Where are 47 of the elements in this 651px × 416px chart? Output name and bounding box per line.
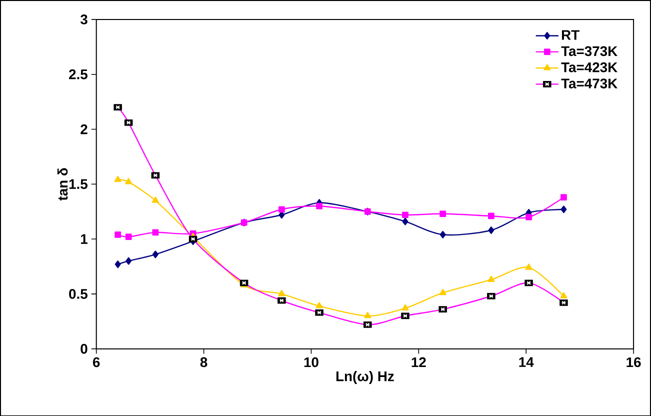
point xyxy=(526,214,532,220)
point xyxy=(114,260,121,268)
legend-label: RT xyxy=(562,30,580,40)
point xyxy=(152,196,159,203)
y-tick-label: 0 xyxy=(80,344,88,354)
point xyxy=(125,234,132,240)
x-tick-label: 16 xyxy=(626,357,641,367)
point xyxy=(402,212,408,218)
point xyxy=(316,302,323,308)
point xyxy=(402,218,408,226)
x-axis-title: Ln(ω) Hz xyxy=(336,370,394,384)
point xyxy=(560,205,567,214)
x-tick-label: 12 xyxy=(412,357,426,367)
y-tick-label: 2.5 xyxy=(69,69,88,80)
point xyxy=(364,312,372,318)
y-tick-label: 3 xyxy=(80,14,88,24)
point xyxy=(316,202,322,210)
point xyxy=(560,194,567,200)
point xyxy=(488,226,494,234)
point xyxy=(126,257,132,265)
legend-label: Ta=423K xyxy=(561,62,618,72)
point xyxy=(525,263,532,270)
point xyxy=(278,206,285,212)
point xyxy=(278,290,286,296)
point xyxy=(152,229,159,236)
x-tick-label: 6 xyxy=(92,357,100,367)
y-tick-label: 2 xyxy=(80,124,88,134)
y-tick-label: 1 xyxy=(81,234,88,244)
point xyxy=(440,210,446,217)
legend-label: Ta=473K xyxy=(561,78,618,88)
y-axis-title: tan δ xyxy=(57,168,68,200)
x-tick-label: 10 xyxy=(304,357,318,367)
point xyxy=(125,178,132,184)
point xyxy=(114,176,122,182)
x-tick-label: 8 xyxy=(200,357,208,367)
point xyxy=(440,230,446,238)
point xyxy=(439,288,446,295)
point xyxy=(152,250,158,258)
point xyxy=(114,231,122,238)
y-tick-label: 1.5 xyxy=(69,179,88,189)
x-tick-label: 14 xyxy=(519,357,534,367)
legend-label: Ta=373K xyxy=(561,46,618,56)
point xyxy=(488,276,495,282)
y-tick-label: 0.5 xyxy=(69,288,88,299)
point xyxy=(560,292,568,298)
point xyxy=(488,212,494,219)
point xyxy=(402,304,409,310)
